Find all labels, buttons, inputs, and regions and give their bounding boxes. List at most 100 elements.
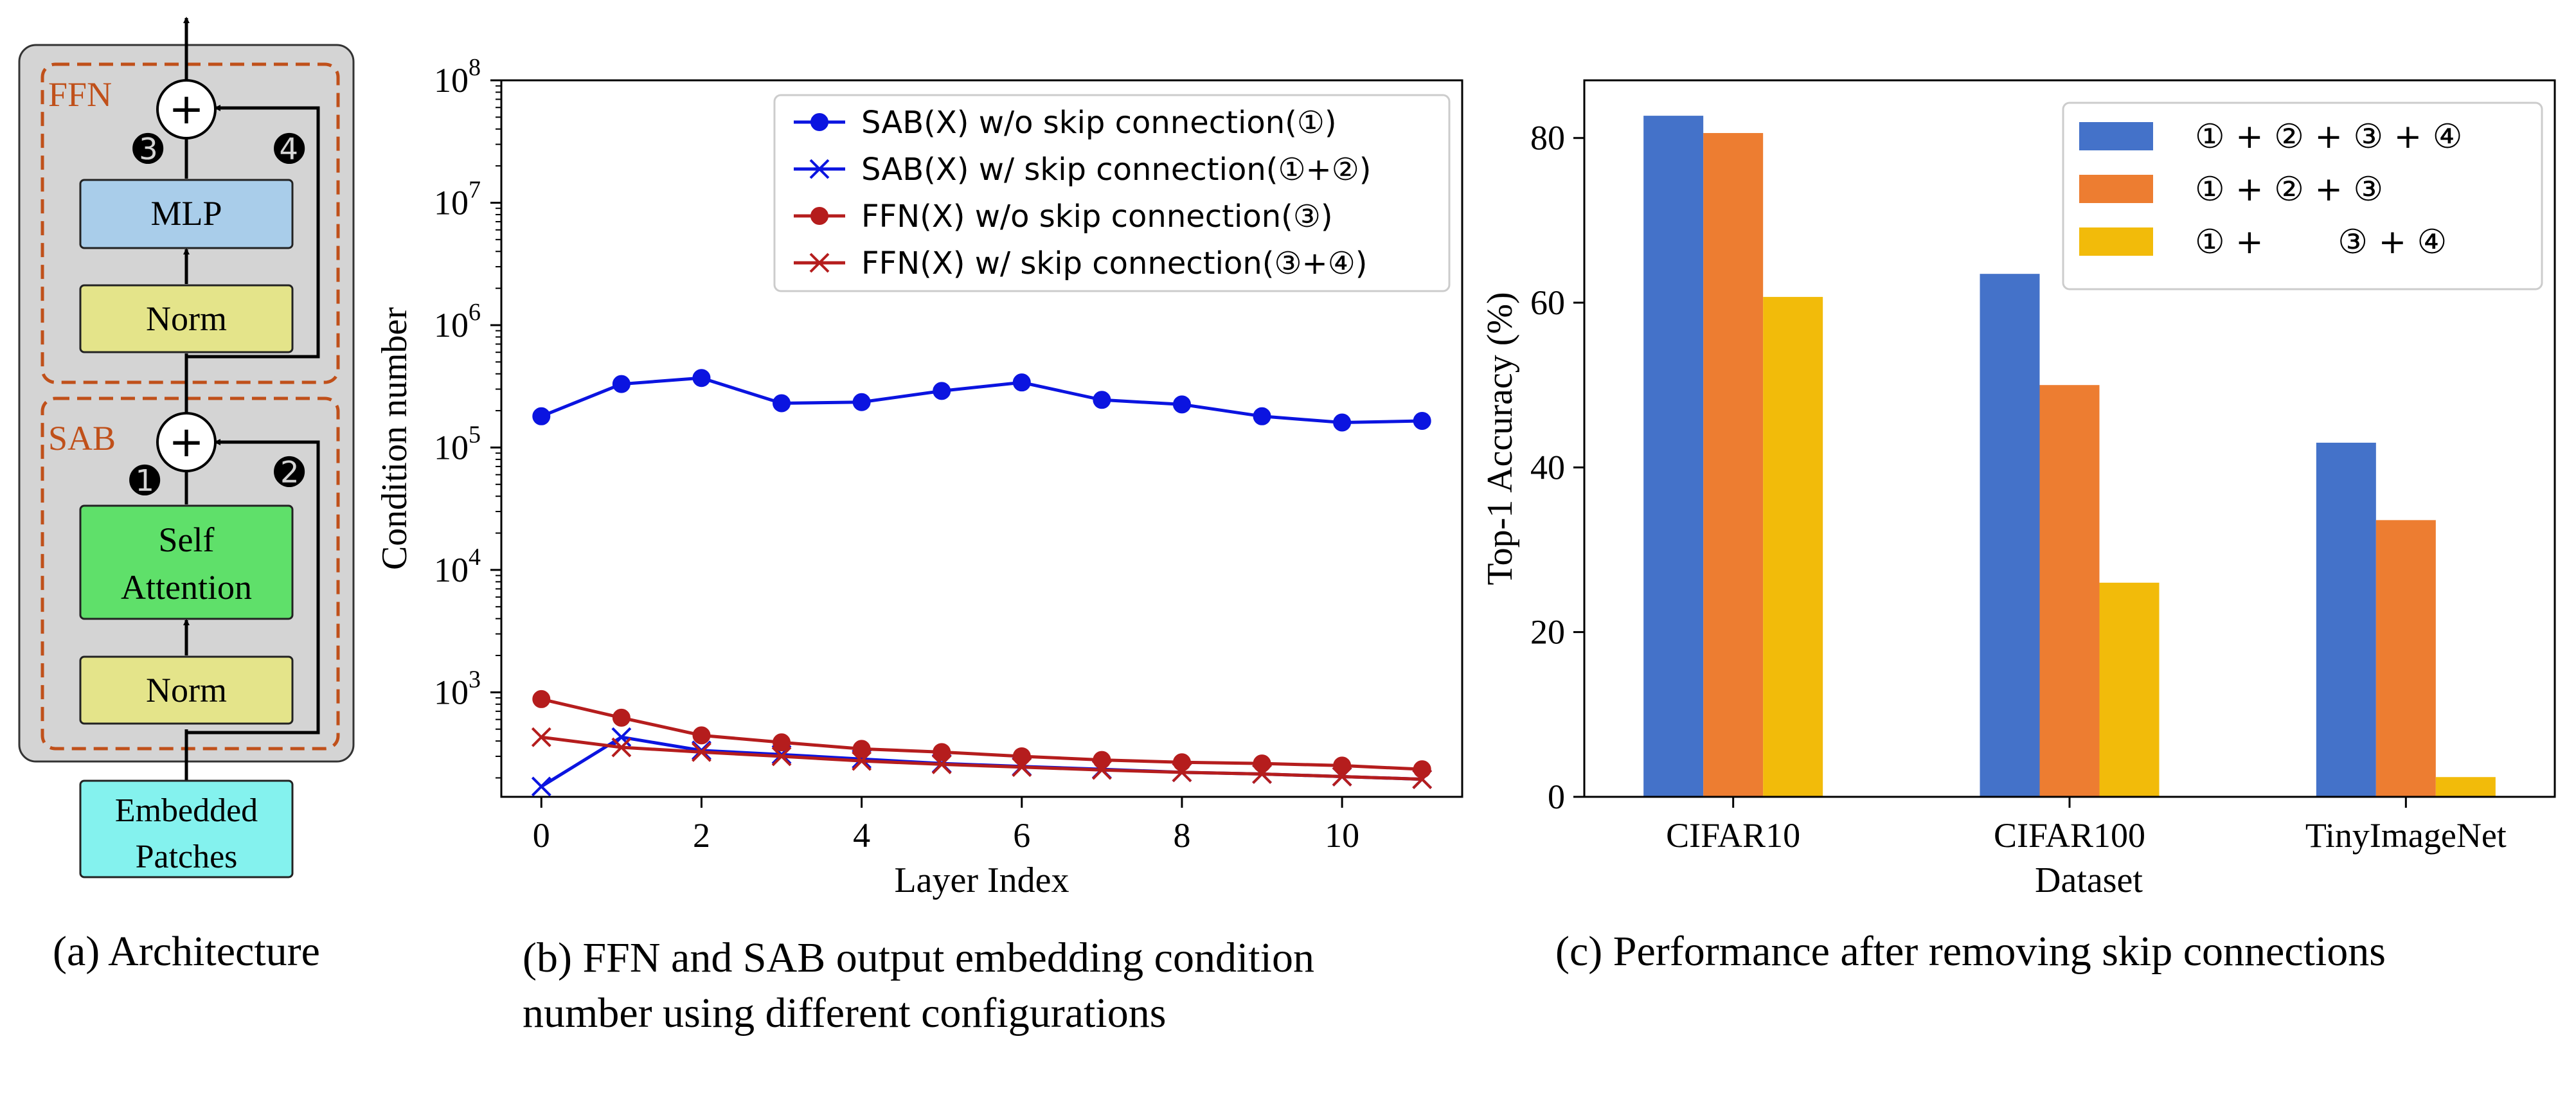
bar <box>1763 297 1823 797</box>
data-point <box>1253 407 1271 425</box>
legend-swatch <box>2079 175 2153 203</box>
legend-entry: ① + ② + ③ <box>2079 170 2383 209</box>
y-tick-label: 20 <box>1530 613 1565 652</box>
data-point <box>852 393 871 411</box>
legend-label: FFN(X) w/ skip connection(③+④) <box>861 245 1367 281</box>
panel-a-architecture: FFN SAB + + MLP Norm Self Attention Norm… <box>18 17 355 975</box>
data-point <box>852 751 872 771</box>
data-point <box>1252 764 1272 784</box>
mlp-label: MLP <box>150 194 222 233</box>
legend-label: ① + ③ + ④ <box>2195 223 2447 262</box>
legend-frame <box>773 94 1451 292</box>
ffn-label: FFN <box>48 75 112 114</box>
bar <box>2375 520 2436 797</box>
data-point <box>692 742 711 762</box>
norm-top-box <box>79 284 294 353</box>
legend: ① + ② + ③ + ④ ① + ② + ③ ① + ③ + ④ <box>2062 102 2543 290</box>
legend-marker <box>809 253 830 273</box>
legend-marker <box>810 207 828 225</box>
y-tick-label: 40 <box>1530 448 1565 486</box>
caption-b-line2: number using different configurations <box>523 990 1166 1037</box>
y-axis-label: Top-1 Accuracy (%) <box>1480 292 1520 585</box>
caption-b-line1: (b) FFN and SAB output embedding conditi… <box>523 934 1314 981</box>
legend-entry: ① + ② + ③ + ④ <box>2079 118 2462 156</box>
y-tick-label: 80 <box>1530 119 1565 157</box>
data-point <box>1012 757 1032 778</box>
marker-1: ➊ <box>129 459 161 503</box>
sab-add-circle <box>156 412 217 472</box>
legend-label: SAB(X) w/ skip connection(①+②) <box>861 152 1371 188</box>
x-tick-label: 6 <box>1013 816 1030 855</box>
norm-bottom-label: Norm <box>146 671 227 709</box>
self-attention-label-line1: Self <box>159 521 215 559</box>
skip-connection-ffn <box>186 105 320 359</box>
data-point <box>531 776 551 797</box>
data-point <box>1172 395 1191 414</box>
bar <box>1980 274 2040 797</box>
data-point <box>1093 391 1111 409</box>
sab-add-symbol: + <box>168 417 204 467</box>
x-tick-label: 4 <box>853 816 870 855</box>
data-point <box>1332 767 1352 787</box>
x-tick-label: CIFAR10 <box>1666 816 1800 855</box>
y-tick-label: 104 <box>434 544 481 589</box>
y-tick-label: 103 <box>434 666 481 711</box>
caption-a: (a) Architecture <box>53 928 320 975</box>
data-point <box>532 407 551 425</box>
data-point <box>692 369 711 387</box>
plot-frame <box>500 79 1463 798</box>
series-line <box>540 735 1422 788</box>
legend-entry: FFN(X) w/ skip connection(③+④) <box>794 245 1367 281</box>
caption-c: (c) Performance after removing skip conn… <box>1555 928 2386 975</box>
series-line <box>541 697 1422 771</box>
data-point <box>1012 747 1031 765</box>
accuracy-bar-chart: 0 20 40 60 80 CIFAR10 CIFAR100 TinyImageNet Data… <box>1480 79 2556 900</box>
embedded-patches-line1: Embedded <box>115 792 258 829</box>
legend-frame <box>2062 102 2543 290</box>
legend: SAB(X) w/o skip connection(①) SAB(X) w/ s… <box>773 94 1451 292</box>
x-axis-label: Dataset <box>2035 860 2143 900</box>
data-point <box>1253 754 1271 773</box>
data-point <box>1412 769 1433 790</box>
data-point <box>1012 373 1031 392</box>
x-axis-label: Layer Index <box>894 860 1069 900</box>
ffn-dashed-box <box>40 62 340 384</box>
mlp-box <box>79 179 294 249</box>
legend-entry: FFN(X) w/o skip connection(③) <box>794 199 1333 235</box>
data-point <box>612 375 631 393</box>
data-point <box>773 733 791 752</box>
legend-label: ① + ② + ③ + ④ <box>2195 118 2462 156</box>
y-tick-label: 105 <box>434 421 481 467</box>
data-point <box>692 726 711 745</box>
y-tick-label: 106 <box>434 299 481 344</box>
sab-label: SAB <box>48 419 116 458</box>
marker-3: ➌ <box>132 127 164 171</box>
data-point <box>1333 413 1352 432</box>
data-point <box>852 740 871 758</box>
data-point <box>1172 762 1192 783</box>
x-tick-label: CIFAR100 <box>1994 816 2145 855</box>
legend-label: FFN(X) w/o skip connection(③) <box>861 199 1333 235</box>
series-3 <box>531 727 1433 790</box>
legend-entry: SAB(X) w/ skip connection(①+②) <box>794 152 1371 188</box>
x-tick-label: 0 <box>533 816 550 855</box>
ffn-add-symbol: + <box>168 84 204 134</box>
series-0 <box>532 369 1431 432</box>
legend-entry: SAB(X) w/o skip connection(①) <box>794 105 1337 141</box>
series-1 <box>531 727 1433 797</box>
x-tick-label: 8 <box>1173 816 1190 855</box>
y-axis-label: Condition number <box>375 307 415 570</box>
condition-number-chart: 103 104 105 106 107 108 0 2 4 6 8 10 Layer Index Cond… <box>375 54 1463 900</box>
embedded-patches-line2: Patches <box>136 839 238 875</box>
norm-bottom-box <box>79 655 294 725</box>
series-2 <box>532 690 1431 779</box>
bar <box>2039 385 2100 797</box>
skip-connection-sab <box>186 439 320 734</box>
marker-4: ➍ <box>274 127 305 171</box>
data-point <box>773 394 791 413</box>
x-tick-label: TinyImageNet <box>2305 816 2507 855</box>
legend-entry: ① + ③ + ④ <box>2079 223 2447 262</box>
bar <box>1643 116 1704 797</box>
embedded-patches-box <box>79 779 294 878</box>
